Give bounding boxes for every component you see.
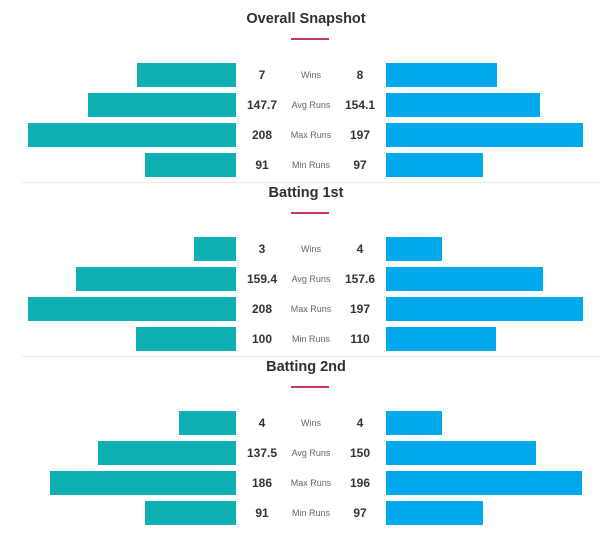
bar-left — [179, 411, 236, 435]
bar-left — [98, 441, 236, 465]
stat-row: 186 Max Runs 196 — [0, 471, 612, 495]
metric-label: Min Runs — [291, 508, 330, 518]
value-left: 91 — [255, 158, 269, 172]
value-right: 196 — [349, 476, 371, 490]
metric-label: Min Runs — [291, 160, 330, 170]
value-left: 91 — [255, 506, 269, 520]
stat-row: 91 Min Runs 97 — [0, 153, 612, 177]
bar-right — [386, 93, 540, 117]
metric-label: Max Runs — [290, 478, 332, 488]
value-left: 100 — [251, 332, 273, 346]
bar-left — [145, 153, 236, 177]
section-1: Batting 1st 3 Wins 4 159.4 Avg Runs 157.6 208 Ma… — [0, 182, 612, 357]
bar-right — [386, 267, 544, 291]
value-left: 137.5 — [246, 446, 278, 460]
section-title: Batting 2nd — [266, 359, 346, 375]
value-right: 8 — [356, 68, 364, 82]
value-left: 208 — [251, 302, 273, 316]
stat-row: 159.4 Avg Runs 157.6 — [0, 267, 612, 291]
metric-label: Avg Runs — [291, 448, 331, 458]
bar-left — [28, 123, 236, 147]
section-title: Batting 1st — [268, 185, 344, 201]
section-divider — [22, 182, 600, 183]
bar-right — [386, 63, 497, 87]
bar-left — [145, 501, 236, 525]
value-left: 147.7 — [246, 98, 278, 112]
bar-right — [386, 441, 536, 465]
value-left: 7 — [258, 68, 266, 82]
metric-label: Wins — [301, 70, 321, 80]
section-divider — [22, 356, 600, 357]
value-right: 4 — [356, 242, 364, 256]
metric-label: Wins — [301, 244, 321, 254]
section-0: Overall Snapshot 7 Wins 8 147.7 Avg Runs 154.1… — [0, 8, 612, 183]
bar-left — [136, 327, 236, 351]
value-left: 208 — [251, 128, 273, 142]
bar-right — [386, 411, 442, 435]
section-title: Overall Snapshot — [246, 11, 366, 27]
bar-right — [386, 297, 583, 321]
value-left: 3 — [258, 242, 266, 256]
metric-label: Wins — [301, 418, 321, 428]
metric-label: Max Runs — [290, 130, 332, 140]
value-right: 4 — [356, 416, 364, 430]
value-left: 159.4 — [246, 272, 278, 286]
stat-row: 147.7 Avg Runs 154.1 — [0, 93, 612, 117]
bar-left — [76, 267, 236, 291]
value-right: 197 — [349, 128, 371, 142]
metric-label: Max Runs — [290, 304, 332, 314]
title-underline — [291, 212, 329, 214]
stat-row: 208 Max Runs 197 — [0, 123, 612, 147]
value-left: 186 — [251, 476, 273, 490]
value-right: 150 — [349, 446, 371, 460]
stat-row: 4 Wins 4 — [0, 411, 612, 435]
bar-right — [386, 123, 583, 147]
value-right: 157.6 — [344, 272, 376, 286]
stat-row: 137.5 Avg Runs 150 — [0, 441, 612, 465]
bar-left — [88, 93, 236, 117]
metric-label: Avg Runs — [291, 274, 331, 284]
stat-row: 91 Min Runs 97 — [0, 501, 612, 525]
value-right: 97 — [353, 158, 367, 172]
stat-row: 7 Wins 8 — [0, 63, 612, 87]
title-underline — [291, 38, 329, 40]
value-right: 97 — [353, 506, 367, 520]
stat-row: 100 Min Runs 110 — [0, 327, 612, 351]
bar-right — [386, 153, 483, 177]
metric-label: Min Runs — [291, 334, 330, 344]
bar-right — [386, 501, 483, 525]
metric-label: Avg Runs — [291, 100, 331, 110]
title-underline — [291, 386, 329, 388]
bar-right — [386, 237, 442, 261]
value-right: 110 — [350, 332, 370, 346]
stat-row: 208 Max Runs 197 — [0, 297, 612, 321]
bar-right — [386, 327, 496, 351]
stat-row: 3 Wins 4 — [0, 237, 612, 261]
value-left: 4 — [258, 416, 266, 430]
bar-left — [193, 237, 236, 261]
bar-left — [28, 297, 236, 321]
value-right: 197 — [349, 302, 371, 316]
bar-left — [50, 471, 236, 495]
section-2: Batting 2nd 4 Wins 4 137.5 Avg Runs 150 186 Max … — [0, 356, 612, 530]
bar-right — [386, 471, 582, 495]
bar-left — [137, 63, 236, 87]
value-right: 154.1 — [344, 98, 376, 112]
